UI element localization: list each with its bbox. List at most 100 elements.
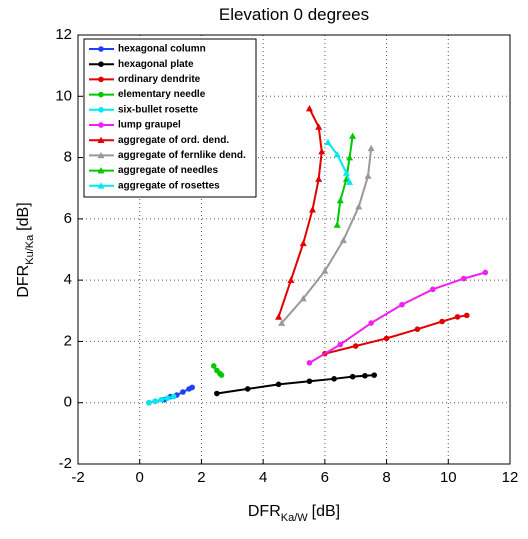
- marker: [158, 396, 165, 403]
- x-tick-label: 6: [321, 469, 329, 486]
- marker: [333, 151, 341, 158]
- plot-frame: [77, 34, 511, 465]
- marker: [180, 389, 186, 395]
- marker: [318, 147, 326, 155]
- series: [275, 105, 326, 320]
- marker: [146, 399, 152, 406]
- marker: [210, 363, 217, 369]
- marker: [362, 372, 368, 379]
- y-tick-label: 6: [64, 210, 72, 227]
- legend-label: aggregate of fernlike dend.: [118, 150, 246, 161]
- marker: [98, 76, 104, 83]
- marker: [464, 312, 470, 319]
- legend-label: six-bullet rosette: [118, 104, 198, 115]
- x-label-main: DFR: [248, 503, 281, 520]
- x-tick-label: -2: [71, 469, 84, 486]
- x-tick-label: 8: [382, 469, 390, 486]
- series: [146, 393, 177, 406]
- marker: [97, 136, 105, 143]
- marker: [346, 178, 354, 185]
- marker: [454, 314, 461, 320]
- series: [210, 363, 225, 378]
- marker: [244, 386, 251, 392]
- marker: [98, 46, 104, 52]
- y-tick-label: 2: [64, 332, 72, 349]
- series: [322, 312, 470, 357]
- marker: [98, 107, 104, 113]
- marker: [98, 91, 104, 98]
- marker: [337, 341, 344, 348]
- marker: [97, 182, 105, 189]
- marker: [315, 123, 323, 130]
- marker: [367, 144, 375, 152]
- marker: [164, 395, 171, 401]
- marker: [414, 326, 421, 332]
- marker: [299, 295, 307, 302]
- series-line: [277, 108, 323, 318]
- marker: [430, 286, 436, 293]
- marker: [170, 393, 177, 400]
- marker: [306, 360, 313, 366]
- marker: [368, 320, 374, 326]
- marker: [309, 206, 317, 213]
- y-tick-label: 0: [64, 394, 72, 411]
- x-tick-label: 12: [502, 469, 519, 486]
- legend: hexagonal column hexagonal plate ordinary …: [83, 38, 257, 198]
- marker: [299, 239, 307, 247]
- legend-label: hexagonal column: [118, 44, 206, 55]
- marker: [346, 154, 354, 161]
- marker: [349, 132, 357, 139]
- marker: [355, 203, 363, 210]
- y-label-sub: Ku/Ka: [24, 234, 36, 265]
- marker: [324, 138, 332, 146]
- marker: [352, 343, 359, 349]
- y-label-unit: [dB]: [15, 202, 32, 230]
- series: [333, 132, 357, 228]
- chart-title: Elevation 0 degrees: [219, 5, 369, 24]
- legend-label: hexagonal plate: [118, 59, 194, 70]
- x-tick-label: 10: [440, 469, 457, 486]
- legend-label: elementary needle: [118, 89, 206, 100]
- y-tick-label: 8: [64, 149, 72, 166]
- series: [278, 144, 375, 326]
- marker: [189, 384, 195, 391]
- marker: [336, 196, 344, 204]
- marker: [371, 372, 378, 378]
- marker: [287, 276, 295, 283]
- marker: [349, 373, 356, 380]
- x-tick-label: 4: [259, 469, 267, 486]
- marker: [460, 275, 467, 282]
- legend-label: aggregate of needles: [118, 165, 218, 176]
- marker: [278, 319, 286, 326]
- marker: [333, 221, 341, 228]
- marker: [383, 335, 390, 342]
- marker: [399, 301, 405, 308]
- marker: [214, 390, 220, 397]
- marker: [97, 167, 105, 174]
- marker: [321, 267, 329, 274]
- y-tick-label: 12: [55, 26, 72, 43]
- x-axis-label: DFRKa/W [dB]: [248, 503, 340, 524]
- marker: [339, 236, 347, 244]
- marker: [275, 313, 283, 320]
- legend-label: lump graupel: [118, 120, 181, 131]
- series: [214, 372, 378, 397]
- x-tick-label: 0: [136, 469, 144, 486]
- marker: [218, 372, 225, 378]
- y-tick-label: 4: [64, 271, 72, 288]
- x-label-unit: [dB]: [312, 503, 340, 520]
- marker: [305, 105, 313, 112]
- marker: [331, 376, 337, 382]
- marker: [364, 172, 372, 179]
- marker: [482, 269, 489, 276]
- y-tick-label: 10: [55, 87, 72, 104]
- marker: [98, 122, 104, 128]
- series: [306, 269, 489, 366]
- marker: [342, 169, 350, 176]
- marker: [152, 398, 158, 404]
- legend-label: aggregate of ord. dend.: [118, 135, 229, 146]
- x-label-sub: Ka/W: [281, 512, 309, 524]
- marker: [97, 151, 105, 159]
